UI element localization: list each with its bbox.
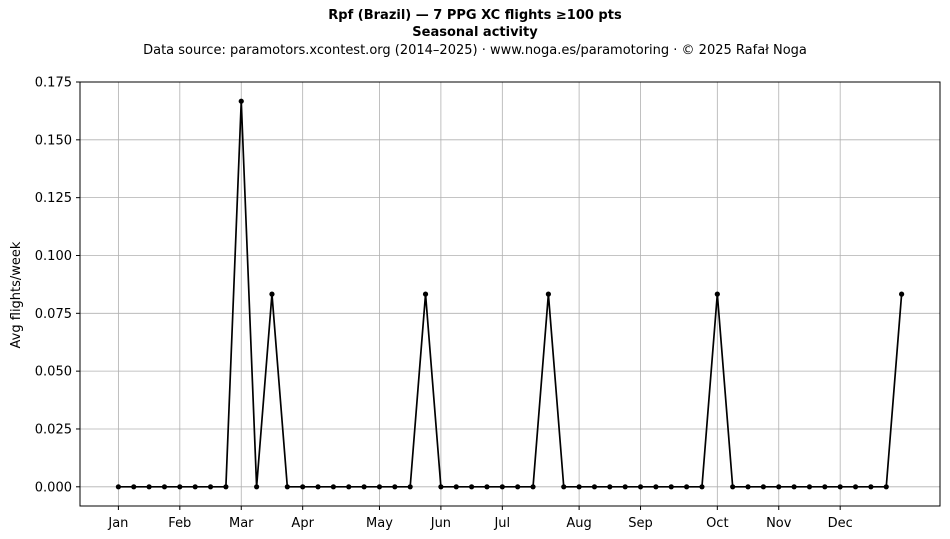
x-tick-label: Apr xyxy=(291,516,314,531)
data-point xyxy=(822,484,828,490)
data-point xyxy=(330,484,336,490)
data-point xyxy=(576,484,582,490)
data-point xyxy=(868,484,874,490)
data-point xyxy=(438,484,444,490)
plot-frame xyxy=(79,81,941,507)
x-tick-label: Jul xyxy=(493,516,510,531)
data-point xyxy=(315,484,321,490)
data-point xyxy=(883,484,889,490)
data-point xyxy=(561,484,567,490)
data-point xyxy=(776,484,782,490)
data-point xyxy=(346,484,352,490)
data-point xyxy=(300,484,306,490)
data-point xyxy=(238,98,244,104)
data-point xyxy=(131,484,137,490)
x-tick-label: Oct xyxy=(706,516,728,531)
data-point xyxy=(254,484,260,490)
data-point xyxy=(684,484,690,490)
data-point xyxy=(806,484,813,490)
data-point xyxy=(714,291,720,297)
data-point xyxy=(376,484,383,490)
data-point xyxy=(530,484,536,490)
data-point xyxy=(484,484,490,490)
x-tick-label: Sep xyxy=(628,516,653,531)
data-point xyxy=(545,291,551,297)
data-point xyxy=(607,484,613,490)
y-tick-label: 0.050 xyxy=(35,365,72,380)
data-point xyxy=(392,484,398,490)
y-axis-label: Avg flights/week xyxy=(9,241,24,348)
data-point xyxy=(223,484,229,490)
x-tick-label: Feb xyxy=(168,516,191,531)
y-tick-label: 0.025 xyxy=(35,422,72,437)
axis-ticks: 0.000 0.025 0.050 0.075 0.100 0.125 0.150 0.175… xyxy=(35,76,853,532)
data-point xyxy=(161,484,168,490)
y-tick-label: 0.150 xyxy=(35,133,72,148)
data-point xyxy=(730,484,736,490)
data-point xyxy=(668,484,674,490)
data-point xyxy=(791,484,797,490)
y-tick-label: 0.075 xyxy=(35,307,72,322)
x-tick-label: Jun xyxy=(430,516,451,531)
data-point xyxy=(591,484,598,490)
grid xyxy=(80,81,940,506)
data-point xyxy=(192,484,198,490)
series-line xyxy=(118,100,903,488)
data-point xyxy=(115,484,121,490)
y-tick-label: 0.175 xyxy=(35,76,72,91)
data-point xyxy=(760,484,766,490)
data-point xyxy=(361,484,367,490)
x-tick-label: Nov xyxy=(766,516,792,531)
y-tick-label: 0.100 xyxy=(35,249,72,264)
data-point xyxy=(499,484,505,490)
data-point xyxy=(469,484,475,490)
data-point xyxy=(453,484,459,490)
y-tick-label: 0.000 xyxy=(35,480,72,495)
x-tick-label: May xyxy=(366,516,393,531)
x-tick-label: Jan xyxy=(107,516,128,531)
chart-subtitle: Seasonal activity xyxy=(412,25,538,40)
data-point xyxy=(269,291,275,297)
y-tick-label: 0.125 xyxy=(35,191,72,206)
data-point xyxy=(146,484,152,490)
x-tick-label: Dec xyxy=(828,516,853,531)
data-point xyxy=(852,484,859,490)
data-point xyxy=(653,484,659,490)
data-point xyxy=(899,291,905,297)
data-point xyxy=(837,484,843,490)
x-tick-label: Aug xyxy=(566,516,591,531)
data-point xyxy=(745,484,751,490)
chart-title: Rpf (Brazil) — 7 PPG XC flights ≥100 pts xyxy=(328,8,622,23)
data-point xyxy=(622,484,628,490)
data-point xyxy=(637,484,644,490)
data-point xyxy=(207,484,214,490)
data-point xyxy=(284,484,290,490)
chart-source-line: Data source: paramotors.xcontest.org (20… xyxy=(143,43,807,58)
x-tick-label: Mar xyxy=(229,516,254,531)
data-point xyxy=(177,484,183,490)
data-point xyxy=(515,484,521,490)
series-layer xyxy=(115,98,905,490)
data-point xyxy=(699,484,705,490)
data-point xyxy=(407,484,413,490)
data-point xyxy=(422,291,429,297)
